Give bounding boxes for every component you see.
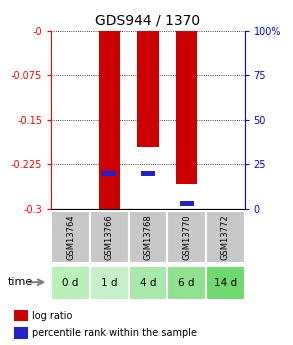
FancyBboxPatch shape: [51, 211, 90, 263]
Bar: [14, 309, 28, 322]
Text: percentile rank within the sample: percentile rank within the sample: [32, 328, 197, 338]
Text: GSM13772: GSM13772: [221, 214, 230, 260]
FancyBboxPatch shape: [167, 266, 206, 300]
Bar: [141, 171, 155, 176]
FancyBboxPatch shape: [206, 266, 245, 300]
Bar: [176, 31, 197, 184]
Text: 14 d: 14 d: [214, 278, 237, 288]
FancyBboxPatch shape: [51, 266, 90, 300]
Text: 1 d: 1 d: [101, 278, 117, 288]
FancyBboxPatch shape: [129, 266, 167, 300]
Text: GSM13770: GSM13770: [182, 214, 191, 260]
Bar: [99, 31, 120, 212]
FancyBboxPatch shape: [129, 211, 167, 263]
Text: time: time: [7, 277, 33, 287]
FancyBboxPatch shape: [206, 211, 245, 263]
Bar: [137, 31, 159, 147]
FancyBboxPatch shape: [90, 266, 129, 300]
Text: log ratio: log ratio: [32, 310, 72, 321]
Text: GSM13766: GSM13766: [105, 214, 114, 260]
FancyBboxPatch shape: [90, 211, 129, 263]
Text: GSM13768: GSM13768: [144, 214, 152, 260]
Text: 6 d: 6 d: [178, 278, 195, 288]
Text: GSM13764: GSM13764: [66, 214, 75, 260]
FancyBboxPatch shape: [167, 211, 206, 263]
Text: 4 d: 4 d: [140, 278, 156, 288]
Bar: [180, 201, 194, 206]
Bar: [14, 327, 28, 339]
Text: 0 d: 0 d: [62, 278, 79, 288]
Title: GDS944 / 1370: GDS944 / 1370: [96, 13, 200, 27]
Bar: [102, 171, 116, 176]
